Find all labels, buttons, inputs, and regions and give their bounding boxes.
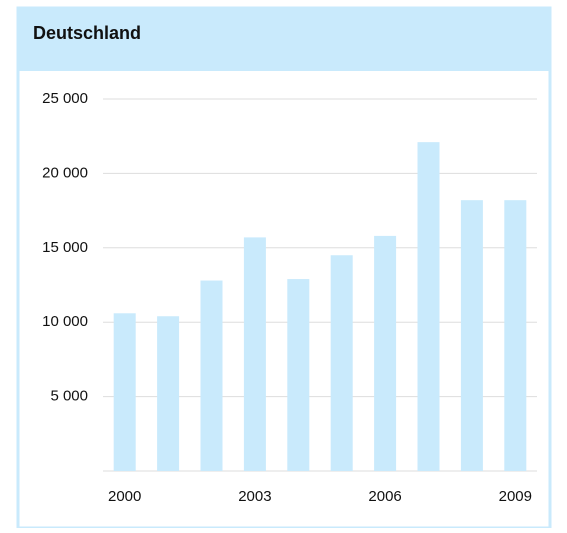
header	[18, 8, 550, 71]
y-tick-label: 20 000	[42, 164, 88, 181]
bar	[374, 235, 397, 471]
bar	[460, 200, 483, 471]
x-tick-label: 2000	[108, 488, 141, 505]
x-tick-label: 2009	[499, 488, 532, 505]
bar	[330, 255, 353, 471]
bar	[200, 280, 223, 471]
y-tick-label: 25 000	[42, 90, 88, 107]
bar	[417, 142, 440, 472]
bar	[287, 279, 310, 471]
x-tick-label: 2003	[238, 488, 271, 505]
bar	[113, 313, 136, 471]
x-tick-label: 2006	[368, 488, 401, 505]
y-tick-label: 10 000	[42, 313, 88, 330]
y-tick-label: 15 000	[42, 239, 88, 256]
chart-title: Deutschland	[33, 23, 141, 43]
bar	[504, 200, 527, 471]
bar	[243, 237, 266, 471]
y-tick-label: 5 000	[50, 388, 88, 405]
bar	[157, 316, 180, 471]
